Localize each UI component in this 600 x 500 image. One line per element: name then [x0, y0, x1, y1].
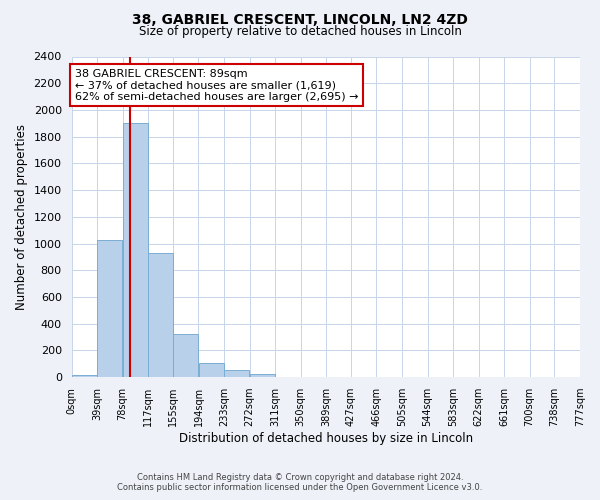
- Bar: [224, 370, 250, 377]
- Bar: [97, 240, 122, 377]
- X-axis label: Distribution of detached houses by size in Lincoln: Distribution of detached houses by size …: [179, 432, 473, 445]
- Bar: [71, 374, 97, 377]
- Text: Contains HM Land Registry data © Crown copyright and database right 2024.
Contai: Contains HM Land Registry data © Crown c…: [118, 473, 482, 492]
- Y-axis label: Number of detached properties: Number of detached properties: [15, 124, 28, 310]
- Bar: [148, 253, 173, 377]
- Bar: [173, 334, 199, 377]
- Bar: [250, 374, 275, 377]
- Text: Size of property relative to detached houses in Lincoln: Size of property relative to detached ho…: [139, 25, 461, 38]
- Text: 38 GABRIEL CRESCENT: 89sqm
← 37% of detached houses are smaller (1,619)
62% of s: 38 GABRIEL CRESCENT: 89sqm ← 37% of deta…: [75, 68, 358, 102]
- Bar: [275, 376, 301, 377]
- Text: 38, GABRIEL CRESCENT, LINCOLN, LN2 4ZD: 38, GABRIEL CRESCENT, LINCOLN, LN2 4ZD: [132, 12, 468, 26]
- Bar: [123, 124, 148, 377]
- Bar: [199, 362, 224, 377]
